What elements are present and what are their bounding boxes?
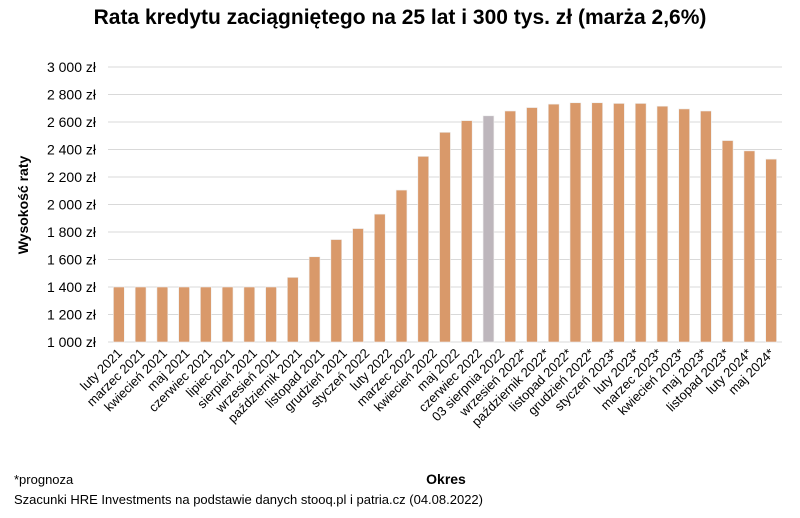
bar: [569, 102, 582, 343]
bar: [200, 286, 212, 343]
y-tick-label: 1 400 zł: [47, 279, 97, 295]
y-tick-label: 2 400 zł: [47, 142, 97, 158]
bar: [700, 110, 712, 343]
bar: [156, 286, 169, 343]
y-tick-label: 2 600 zł: [47, 114, 97, 130]
bar: [634, 103, 647, 343]
y-tick-label: 3 000 zł: [47, 59, 97, 75]
chart-title: Rata kredytu zaciągniętego na 25 lat i 3…: [93, 6, 707, 29]
x-axis-label: Okres: [426, 471, 466, 487]
bar: [374, 213, 386, 343]
bar: [461, 120, 473, 343]
bar: [265, 286, 277, 343]
source-note: Szacunki HRE Investments na podstawie da…: [14, 492, 483, 507]
y-tick-label: 2 800 zł: [47, 87, 97, 103]
bar: [417, 156, 429, 343]
bar: [439, 132, 451, 343]
bar: [395, 189, 408, 343]
footnote: *prognoza: [14, 472, 74, 487]
bar: [613, 103, 625, 343]
bar: [504, 110, 516, 343]
bars: [113, 102, 777, 343]
bar: [765, 158, 777, 343]
y-tick-label: 2 200 zł: [47, 169, 97, 185]
bar: [547, 103, 560, 343]
bar: [721, 140, 734, 343]
bar: [221, 286, 234, 343]
bar: [482, 115, 495, 343]
bar: [526, 107, 538, 343]
bar: [308, 256, 321, 343]
y-tick-label: 2 000 zł: [47, 197, 97, 213]
bar: [678, 108, 690, 343]
bar: [178, 286, 190, 343]
y-axis-ticks: 1 000 zł 1 200 zł 1 400 zł 1 600 zł 1 800 zł…: [47, 59, 97, 350]
y-axis-label: Wysokość raty: [15, 156, 31, 255]
bar: [352, 228, 364, 343]
bar: [743, 150, 756, 343]
y-tick-label: 1 600 zł: [47, 252, 97, 268]
y-tick-label: 1 200 zł: [47, 307, 97, 323]
bar: [330, 239, 343, 343]
bar: [113, 286, 125, 343]
bar: [287, 277, 299, 343]
bar: [656, 105, 669, 343]
y-tick-label: 1 000 zł: [47, 334, 97, 350]
y-tick-label: 1 800 zł: [47, 224, 97, 240]
bar: [591, 102, 603, 343]
bar: [134, 286, 147, 343]
bar: [243, 286, 256, 343]
